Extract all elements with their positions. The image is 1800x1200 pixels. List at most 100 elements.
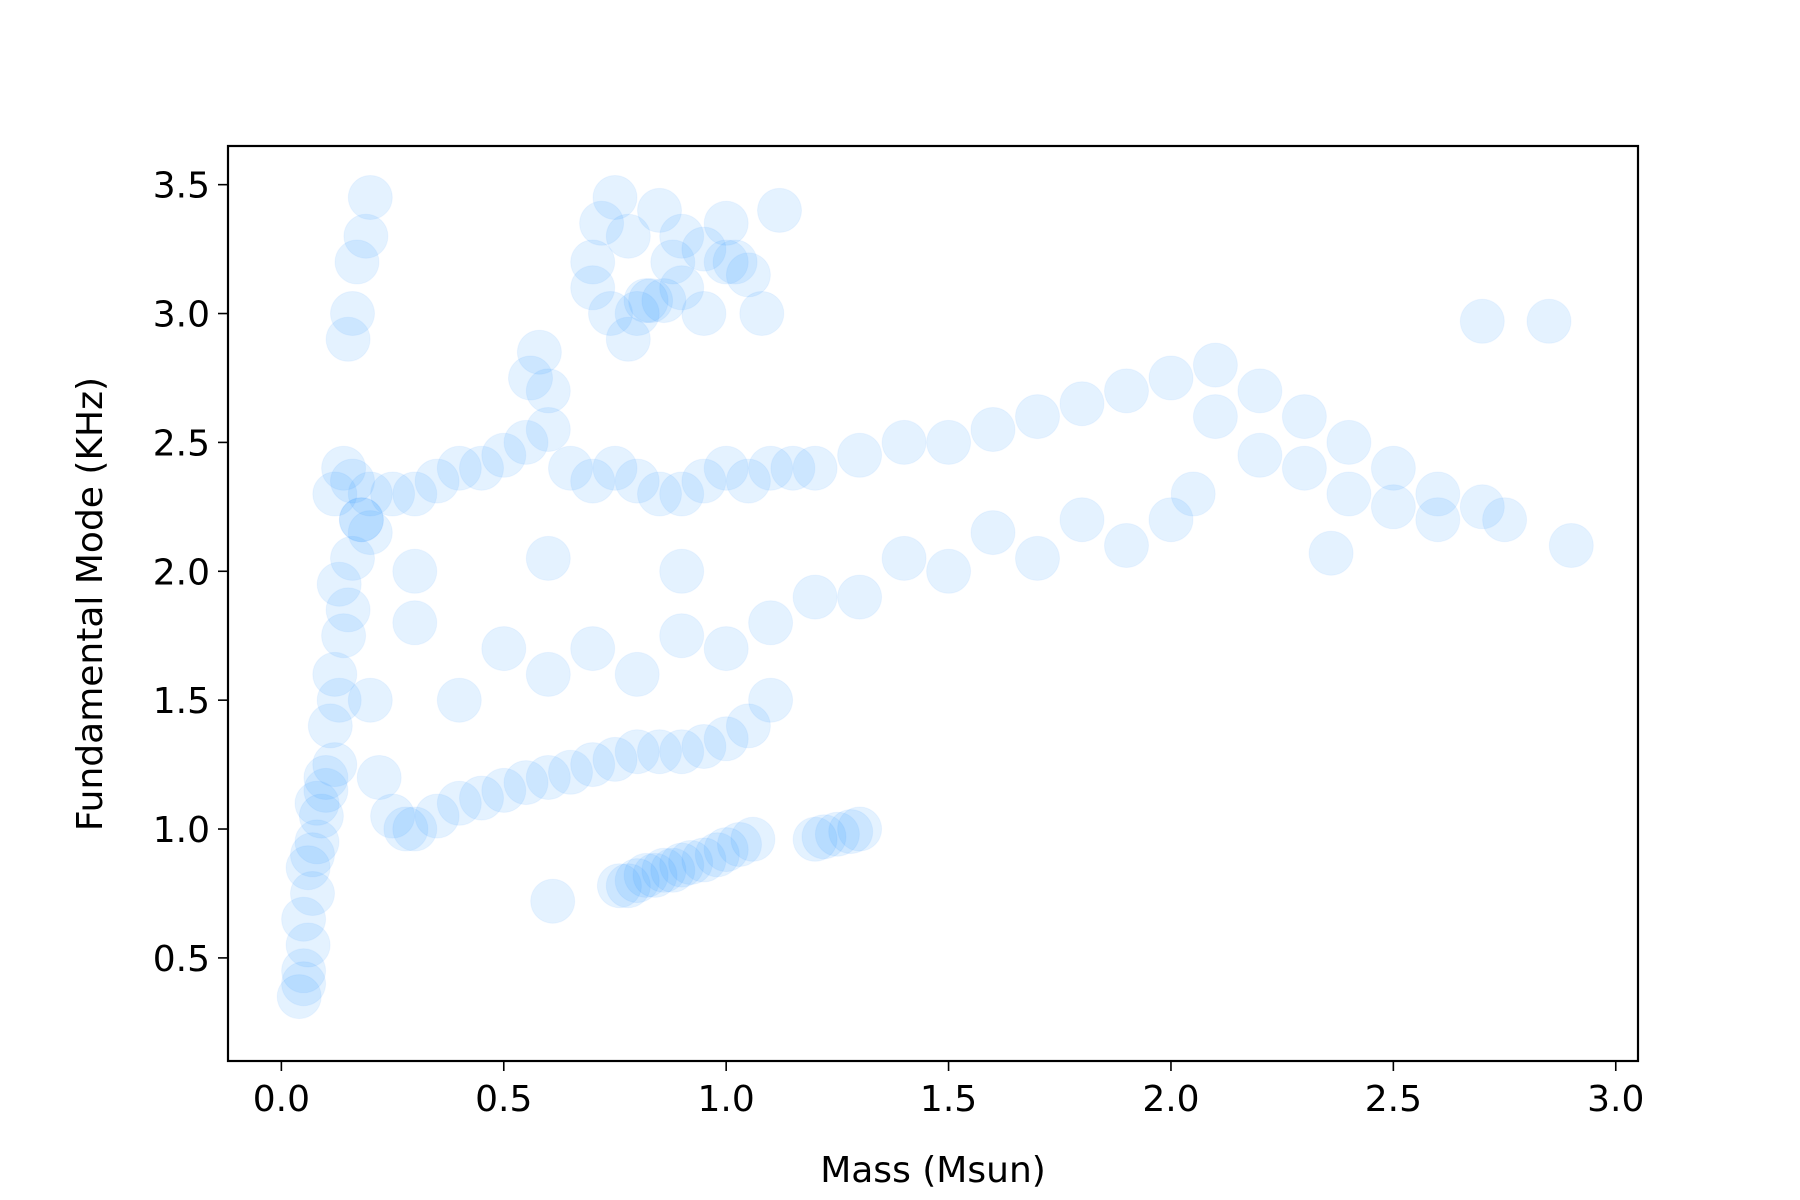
data-point bbox=[570, 742, 616, 788]
data-point bbox=[525, 651, 571, 697]
data-point bbox=[681, 291, 727, 336]
data-point bbox=[614, 729, 660, 775]
data-point bbox=[828, 809, 874, 855]
data-point bbox=[659, 213, 705, 259]
data-point bbox=[330, 291, 375, 336]
data-point bbox=[1104, 368, 1149, 414]
data-point bbox=[285, 922, 331, 968]
data-point bbox=[414, 458, 460, 504]
data-point bbox=[659, 842, 705, 888]
data-point bbox=[1308, 530, 1354, 576]
data-point bbox=[307, 703, 353, 749]
data-point bbox=[588, 291, 633, 336]
data-point bbox=[650, 847, 696, 893]
data-point bbox=[814, 811, 860, 857]
data-point bbox=[1237, 368, 1283, 414]
data-point bbox=[614, 291, 660, 336]
data-point bbox=[290, 832, 335, 878]
data-point bbox=[703, 445, 749, 491]
data-point bbox=[516, 329, 562, 375]
data-point bbox=[623, 278, 669, 324]
y-tick-label: 3.5 bbox=[153, 166, 210, 207]
data-point bbox=[592, 445, 638, 491]
data-point bbox=[294, 780, 340, 826]
data-point bbox=[623, 852, 669, 898]
x-tick-label: 0.0 bbox=[253, 1079, 310, 1120]
data-point bbox=[356, 755, 402, 800]
data-point bbox=[347, 510, 393, 556]
data-point bbox=[481, 432, 527, 478]
data-point bbox=[1415, 497, 1461, 543]
data-point bbox=[605, 863, 651, 909]
data-point bbox=[605, 213, 651, 259]
data-point bbox=[321, 445, 367, 491]
data-point bbox=[1170, 471, 1216, 517]
data-point bbox=[316, 677, 362, 723]
data-point bbox=[641, 847, 687, 893]
data-point bbox=[659, 729, 705, 775]
data-point bbox=[1482, 497, 1528, 543]
data-point bbox=[748, 600, 794, 646]
data-point bbox=[1281, 394, 1327, 440]
data-point bbox=[570, 458, 616, 504]
data-point bbox=[792, 816, 838, 862]
x-axis-label: Mass (Msun) bbox=[820, 1150, 1046, 1191]
data-point bbox=[325, 316, 371, 362]
data-point bbox=[1237, 432, 1283, 478]
data-point bbox=[837, 806, 883, 852]
data-point bbox=[338, 497, 384, 543]
data-point bbox=[1059, 497, 1105, 543]
data-point bbox=[1104, 523, 1149, 568]
data-point bbox=[1281, 445, 1327, 491]
data-point bbox=[347, 175, 393, 220]
data-point bbox=[330, 458, 375, 504]
data-point bbox=[681, 226, 727, 272]
data-point bbox=[637, 187, 682, 233]
data-point bbox=[1326, 419, 1372, 465]
data-point bbox=[792, 445, 838, 491]
y-tick-label: 1.0 bbox=[153, 810, 210, 851]
data-point bbox=[303, 755, 349, 800]
y-axis-label: Fundamental Mode (KHz) bbox=[70, 377, 111, 831]
y-tick-label: 3.0 bbox=[153, 295, 210, 336]
data-point bbox=[837, 432, 883, 478]
data-point bbox=[659, 548, 705, 594]
data-point bbox=[347, 677, 393, 723]
data-point bbox=[383, 806, 429, 852]
data-point bbox=[748, 445, 794, 491]
data-point bbox=[1015, 394, 1060, 440]
data-point bbox=[739, 291, 785, 336]
data-point bbox=[650, 239, 696, 285]
data-point bbox=[312, 471, 358, 517]
data-point bbox=[579, 200, 625, 246]
data-point bbox=[970, 510, 1016, 556]
data-point bbox=[1459, 484, 1505, 530]
y-tick-label: 0.5 bbox=[153, 939, 210, 980]
data-point bbox=[392, 806, 438, 852]
data-point bbox=[681, 837, 727, 883]
data-point bbox=[1015, 535, 1060, 581]
data-point bbox=[659, 265, 705, 311]
data-point bbox=[436, 780, 482, 826]
data-point bbox=[659, 471, 705, 517]
data-point bbox=[530, 878, 576, 924]
data-point bbox=[757, 187, 802, 233]
data-point bbox=[312, 742, 358, 788]
data-point bbox=[725, 458, 771, 504]
y-tick-label: 2.5 bbox=[153, 423, 210, 464]
data-point bbox=[748, 677, 794, 723]
data-point bbox=[703, 716, 749, 762]
data-point bbox=[298, 793, 344, 839]
data-point bbox=[605, 316, 651, 362]
data-point bbox=[481, 626, 527, 672]
data-point bbox=[294, 819, 340, 865]
data-point bbox=[837, 574, 883, 620]
data-point bbox=[614, 458, 660, 504]
data-point bbox=[681, 458, 727, 504]
data-point bbox=[1148, 497, 1194, 543]
data-point bbox=[312, 651, 358, 697]
data-point bbox=[334, 239, 380, 285]
data-point bbox=[281, 896, 327, 942]
data-point bbox=[321, 613, 367, 659]
data-point bbox=[548, 749, 593, 795]
